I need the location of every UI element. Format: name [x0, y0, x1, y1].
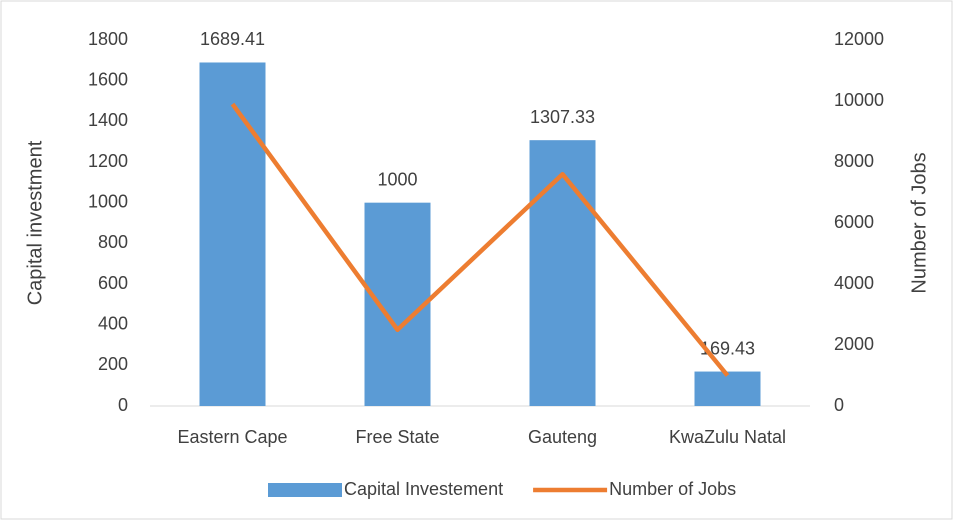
y2-tick-label: 2000: [834, 334, 874, 354]
y2-tick-label: 6000: [834, 212, 874, 232]
y2-tick-label: 4000: [834, 273, 874, 293]
y-axis-title: Capital investment: [24, 140, 46, 305]
legend-label: Number of Jobs: [609, 479, 736, 499]
y2-tick-label: 12000: [834, 29, 884, 49]
bar: [199, 62, 266, 406]
y-tick-label: 200: [98, 354, 128, 374]
x-tick-label: Eastern Cape: [177, 427, 287, 447]
x-tick-label: Free State: [355, 427, 439, 447]
y-tick-label: 400: [98, 313, 128, 333]
y-tick-label: 1600: [88, 69, 128, 89]
x-tick-label: KwaZulu Natal: [669, 427, 786, 447]
x-tick-label: Gauteng: [528, 427, 597, 447]
y-tick-label: 0: [118, 395, 128, 415]
y-tick-label: 1200: [88, 151, 128, 171]
legend-label: Capital Investement: [344, 479, 503, 499]
data-label: 1689.41: [200, 29, 265, 49]
y-tick-label: 600: [98, 273, 128, 293]
data-label: 169.43: [700, 338, 755, 358]
bar: [529, 140, 596, 406]
y-tick-label: 1000: [88, 191, 128, 211]
line: [230, 102, 730, 377]
y2-tick-label: 8000: [834, 151, 874, 171]
y2-tick-label: 10000: [834, 90, 884, 110]
y-tick-label: 1800: [88, 29, 128, 49]
bar: [694, 371, 761, 406]
y2-tick-label: 0: [834, 395, 844, 415]
y-tick-label: 1400: [88, 110, 128, 130]
legend-swatch: [268, 483, 342, 497]
bar: [364, 202, 431, 406]
data-label: 1307.33: [530, 107, 595, 127]
y2-axis-title: Number of Jobs: [908, 152, 930, 293]
data-label: 1000: [377, 169, 417, 189]
y-tick-label: 800: [98, 232, 128, 252]
